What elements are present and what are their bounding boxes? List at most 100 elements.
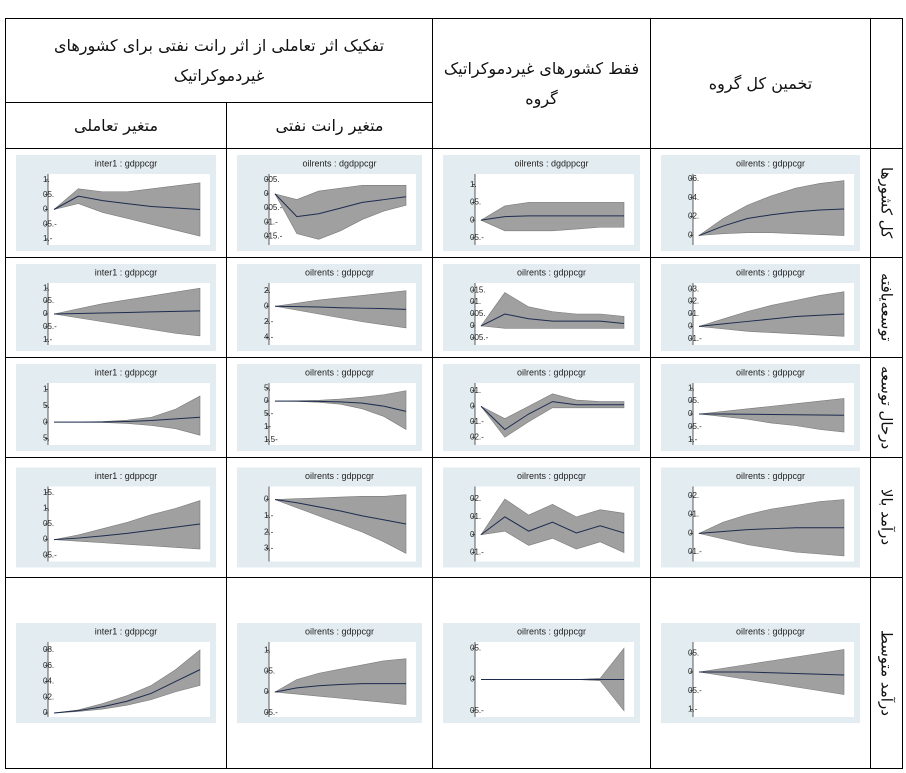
y-tick-label: -.05 bbox=[688, 422, 702, 431]
y-tick-label: .02 bbox=[688, 297, 699, 306]
y-tick-label: 0 bbox=[688, 231, 693, 240]
y-tick-label: 0 bbox=[43, 535, 48, 544]
row-label: درآمد متوسط bbox=[877, 630, 896, 716]
confidence-band bbox=[480, 292, 625, 329]
y-tick-label: -.3 bbox=[264, 544, 274, 553]
y-tick-label: -.05 bbox=[470, 233, 484, 242]
chart-title: oilrents : gdppcgr bbox=[517, 367, 586, 377]
y-tick-label: .01 bbox=[470, 512, 481, 521]
y-tick-label: -.02 bbox=[470, 432, 484, 441]
mini-chart: inter1 : gdppcgr .5 0 .5 1 bbox=[16, 364, 216, 451]
mini-chart: inter1 : gdppcgr -.05 0 .05 .1 .15 bbox=[16, 467, 216, 568]
y-tick-label: -.005 bbox=[470, 333, 489, 342]
chart-cell: oilrents : gdppcgr -.1 -.05 0 .05 .1 bbox=[650, 357, 871, 458]
response-line bbox=[275, 400, 407, 412]
y-tick-label: .005 bbox=[470, 309, 486, 318]
y-tick-label: .05 bbox=[43, 296, 54, 305]
y-tick-label: .02 bbox=[688, 212, 699, 221]
mini-chart: oilrents : gdppcgr -.005 0 .005 .01 .015 bbox=[443, 264, 640, 351]
y-tick-label: .5 bbox=[43, 401, 50, 410]
chart-title: oilrents : gdppcgr bbox=[305, 367, 374, 377]
mini-chart: oilrents : gdppcgr -.1 -.05 0 .05 .1 bbox=[661, 364, 860, 451]
y-tick-label: .1 bbox=[43, 175, 50, 184]
y-tick-label: 0 bbox=[264, 189, 269, 198]
response-line bbox=[480, 215, 624, 221]
y-tick-label: -.2 bbox=[264, 317, 274, 326]
y-tick-label: -1 bbox=[264, 422, 271, 431]
chart-cell: inter1 : gdppcgr -.1 -.05 0 .05 .1 bbox=[5, 257, 227, 358]
y-tick-label: .1 bbox=[264, 645, 271, 654]
response-line bbox=[53, 669, 201, 714]
subcolumn-text: متغیر تعاملی bbox=[73, 115, 159, 135]
chart-cell: oilrents : gdppcgr -.01 0 .01 .02 bbox=[432, 457, 651, 578]
chart-cell: oilrents : dgdppcgr -.05 0 .05 .1 bbox=[432, 148, 651, 258]
y-tick-label: 0 bbox=[43, 417, 48, 426]
chart-title: oilrents : gdppcgr bbox=[736, 471, 805, 481]
mini-chart: oilrents : gdppcgr -.3 -.2 -.1 0 bbox=[237, 467, 422, 568]
mini-chart: oilrents : gdppcgr -.01 0 .01 .02 .03 bbox=[661, 264, 860, 351]
chart-title: oilrents : gdppcgr bbox=[305, 267, 374, 277]
response-line bbox=[54, 416, 201, 423]
mini-chart: oilrents : gdppcgr -.4 -.2 0 .2 bbox=[237, 264, 422, 351]
y-tick-label: -.01 bbox=[470, 417, 484, 426]
y-tick-label: .005 bbox=[264, 175, 280, 184]
y-tick-label: 0 bbox=[264, 301, 269, 310]
y-tick-label: 0 bbox=[43, 708, 48, 717]
y-tick-label: .08 bbox=[43, 645, 54, 654]
confidence-band bbox=[274, 658, 407, 705]
y-tick-label: .1 bbox=[43, 283, 50, 292]
mini-chart: oilrents : gdppcgr -1.5 -1 -.5 0 .5 bbox=[237, 364, 422, 451]
y-tick-label: .04 bbox=[43, 677, 54, 686]
y-tick-label: .015 bbox=[470, 285, 486, 294]
row-label: درحال توسعه bbox=[877, 365, 896, 450]
confidence-band bbox=[480, 498, 625, 554]
y-tick-label: .2 bbox=[264, 286, 271, 295]
y-tick-label: 0 bbox=[264, 687, 269, 696]
response-line bbox=[480, 313, 625, 327]
y-tick-label: 0 bbox=[470, 321, 475, 330]
y-tick-label: .15 bbox=[43, 488, 54, 497]
chart-title: oilrents : dgdppcgr bbox=[514, 158, 588, 168]
chart-title: oilrents : gdppcgr bbox=[517, 471, 586, 481]
chart-cell: oilrents : gdppcgr -.05 0 .05 bbox=[432, 577, 651, 769]
confidence-band bbox=[53, 649, 201, 714]
response-line bbox=[274, 499, 407, 525]
column-header-text: فقط کشورهای غیردموکراتیک گروه bbox=[443, 58, 640, 108]
response-line bbox=[698, 208, 845, 236]
y-tick-label: .1 bbox=[470, 180, 477, 189]
chart-title: oilrents : gdppcgr bbox=[305, 626, 374, 636]
y-tick-label: -.05 bbox=[43, 322, 57, 331]
chart-title: oilrents : gdppcgr bbox=[517, 626, 586, 636]
y-tick-label: -.1 bbox=[688, 435, 698, 444]
chart-cell: oilrents : dgdppcgr .005 0 -.005 -.01 -.015 bbox=[226, 148, 433, 258]
mini-chart: oilrents : gdppcgr -.01 0 .01 .02 bbox=[661, 467, 860, 568]
y-tick-label: 0 bbox=[688, 667, 693, 676]
y-tick-label: .03 bbox=[688, 284, 699, 293]
response-line bbox=[274, 683, 406, 693]
y-tick-label: .05 bbox=[470, 198, 481, 207]
y-tick-label: 0 bbox=[470, 530, 475, 539]
confidence-band bbox=[480, 202, 625, 232]
mini-chart: inter1 : gdppcgr .1 .05 0 -.05 -.1 bbox=[16, 155, 216, 251]
chart-title: oilrents : gdppcgr bbox=[736, 367, 805, 377]
column-header: تخمین کل گروه bbox=[650, 18, 871, 149]
subcolumn-header: متغیر تعاملی bbox=[5, 102, 227, 149]
y-tick-label: -.015 bbox=[264, 232, 283, 241]
group-header: تفکیک اثر تعاملی از اثر رانت نفتی برای ک… bbox=[5, 18, 433, 103]
response-line bbox=[53, 195, 201, 210]
subcolumn-header: متغیر رانت نفتی bbox=[226, 102, 433, 149]
confidence-band bbox=[274, 290, 407, 329]
response-line bbox=[698, 527, 844, 534]
chart-title: inter1 : gdppcgr bbox=[95, 158, 158, 168]
y-tick-label: .06 bbox=[43, 661, 54, 670]
row-label: کل کشورها bbox=[877, 167, 896, 239]
y-tick-label: -.05 bbox=[470, 706, 484, 715]
chart-title: oilrents : gdppcgr bbox=[736, 626, 805, 636]
response-line bbox=[53, 523, 201, 541]
row-label: توسعه‌یافته bbox=[877, 273, 896, 342]
confidence-band bbox=[274, 185, 407, 240]
y-tick-label: -.1 bbox=[43, 234, 53, 243]
y-tick-label: -.05 bbox=[43, 219, 57, 228]
y-tick-label: .05 bbox=[43, 190, 54, 199]
y-tick-label: 0 bbox=[43, 205, 48, 214]
